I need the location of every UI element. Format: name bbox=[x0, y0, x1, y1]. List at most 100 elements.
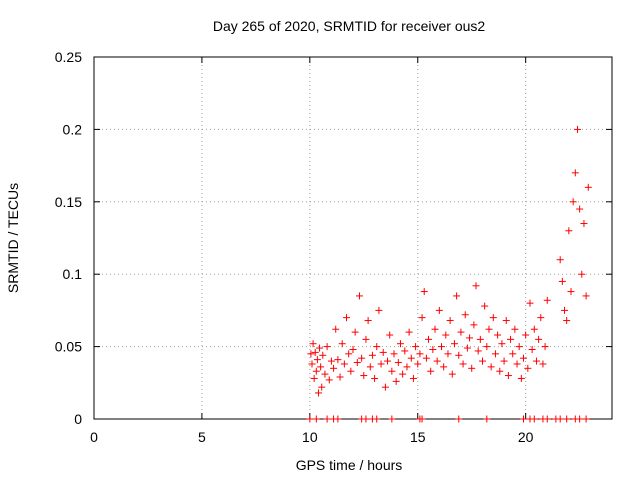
data-point bbox=[422, 354, 430, 362]
data-point bbox=[377, 360, 385, 368]
data-point bbox=[309, 340, 317, 348]
data-point bbox=[312, 367, 320, 375]
data-point bbox=[444, 350, 452, 358]
data-point bbox=[364, 317, 372, 325]
data-point bbox=[457, 328, 465, 336]
zero-data-point bbox=[334, 415, 342, 423]
data-point bbox=[416, 350, 424, 358]
data-point bbox=[576, 205, 584, 213]
data-point bbox=[446, 317, 454, 325]
data-point bbox=[504, 372, 512, 380]
zero-data-point bbox=[362, 415, 370, 423]
data-point bbox=[450, 340, 458, 348]
data-point bbox=[565, 227, 573, 235]
data-point bbox=[481, 302, 489, 310]
data-point bbox=[345, 350, 353, 358]
zero-data-point bbox=[582, 415, 590, 423]
zero-data-point bbox=[373, 415, 381, 423]
data-point bbox=[487, 363, 495, 371]
data-point bbox=[362, 335, 370, 343]
data-point bbox=[375, 306, 383, 314]
data-point bbox=[528, 345, 536, 353]
data-point bbox=[448, 370, 456, 378]
data-point bbox=[314, 389, 322, 397]
axis-ticks: 0 0.05 0.1 0.15 0.2 0.25 0 5 10 15 20 bbox=[55, 49, 612, 445]
y-tick-label: 0.2 bbox=[63, 121, 83, 137]
data-point bbox=[474, 347, 482, 355]
data-point bbox=[453, 292, 461, 300]
data-point bbox=[584, 183, 592, 191]
y-tick-label: 0.15 bbox=[55, 194, 82, 210]
data-point bbox=[578, 270, 586, 278]
data-point bbox=[491, 350, 499, 358]
data-point bbox=[427, 367, 435, 375]
data-point bbox=[347, 367, 355, 375]
data-point bbox=[420, 288, 428, 296]
x-axis-label: GPS time / hours bbox=[296, 457, 403, 473]
data-point bbox=[524, 364, 532, 372]
data-point bbox=[522, 331, 530, 339]
zero-data-point bbox=[483, 415, 491, 423]
zero-data-point bbox=[312, 415, 320, 423]
data-point bbox=[310, 374, 318, 382]
zero-data-point bbox=[556, 415, 564, 423]
data-point bbox=[580, 220, 588, 228]
data-point bbox=[500, 357, 508, 365]
zero-data-point bbox=[455, 415, 463, 423]
data-point bbox=[425, 335, 433, 343]
data-point bbox=[563, 317, 571, 325]
data-point bbox=[470, 321, 478, 329]
data-point bbox=[437, 343, 445, 351]
x-tick-label: 15 bbox=[410, 429, 426, 445]
data-point bbox=[403, 363, 411, 371]
data-point bbox=[399, 370, 407, 378]
data-point bbox=[582, 292, 590, 300]
data-point bbox=[351, 328, 359, 336]
y-tick-label: 0.05 bbox=[55, 339, 82, 355]
data-point bbox=[433, 357, 441, 365]
data-point bbox=[435, 306, 443, 314]
grid bbox=[94, 57, 612, 419]
data-point bbox=[409, 374, 417, 382]
data-point bbox=[334, 356, 342, 364]
data-point bbox=[502, 317, 510, 325]
data-point bbox=[537, 314, 545, 322]
data-point bbox=[343, 314, 351, 322]
x-tick-label: 5 bbox=[198, 429, 206, 445]
data-point bbox=[511, 325, 519, 333]
data-point bbox=[483, 343, 491, 351]
x-tick-label: 20 bbox=[518, 429, 534, 445]
data-point bbox=[338, 340, 346, 348]
data-point bbox=[507, 335, 515, 343]
data-point bbox=[455, 351, 463, 359]
data-point bbox=[368, 351, 376, 359]
data-point bbox=[567, 288, 575, 296]
data-point bbox=[313, 356, 321, 364]
zero-data-point bbox=[543, 415, 551, 423]
data-point bbox=[340, 360, 348, 368]
y-tick-label: 0.1 bbox=[63, 266, 83, 282]
data-point bbox=[366, 363, 374, 371]
zero-data-point bbox=[418, 415, 426, 423]
x-tick-label: 0 bbox=[90, 429, 98, 445]
data-point bbox=[429, 345, 437, 353]
zero-data-point bbox=[530, 415, 538, 423]
data-point bbox=[316, 344, 324, 352]
data-point bbox=[353, 359, 361, 367]
zero-data-point bbox=[306, 415, 314, 423]
data-point bbox=[392, 377, 400, 385]
data-point bbox=[573, 125, 581, 133]
zero-data-point bbox=[388, 415, 396, 423]
data-point bbox=[558, 277, 566, 285]
data-point bbox=[360, 372, 368, 380]
data-point bbox=[541, 343, 549, 351]
data-point bbox=[407, 354, 415, 362]
data-point bbox=[515, 343, 523, 351]
data-point bbox=[526, 299, 534, 307]
data-point bbox=[384, 357, 392, 365]
zero-data-point bbox=[323, 415, 331, 423]
data-point bbox=[479, 357, 486, 365]
data-point bbox=[317, 363, 325, 371]
data-point bbox=[414, 360, 422, 368]
